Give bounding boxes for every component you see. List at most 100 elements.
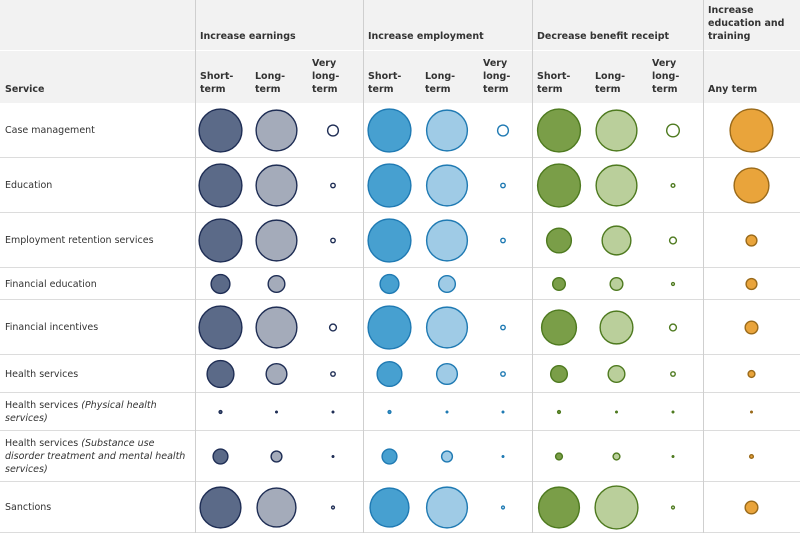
bubble bbox=[255, 109, 298, 152]
bubble bbox=[367, 108, 412, 153]
row-line bbox=[0, 157, 800, 158]
bubble bbox=[369, 487, 410, 528]
bubble bbox=[551, 276, 567, 292]
column-divider bbox=[703, 0, 704, 533]
bubble bbox=[331, 410, 335, 414]
service: Financial education bbox=[5, 278, 97, 290]
bubble bbox=[747, 369, 756, 379]
bubble bbox=[199, 486, 242, 529]
bubble bbox=[609, 276, 624, 292]
bubble bbox=[381, 448, 398, 465]
service: Health services bbox=[5, 438, 79, 449]
bubble bbox=[328, 323, 338, 332]
bubble bbox=[545, 227, 573, 254]
bubble bbox=[326, 124, 340, 137]
bubble bbox=[612, 452, 621, 461]
bubble bbox=[218, 409, 223, 415]
bubble bbox=[198, 305, 243, 350]
bubble bbox=[745, 234, 758, 247]
column-header: Long-term bbox=[250, 51, 307, 103]
bubble bbox=[500, 371, 506, 377]
bubble bbox=[729, 108, 774, 153]
service-name: Education bbox=[5, 179, 52, 192]
bubble bbox=[670, 281, 676, 287]
column-header: Very long-term bbox=[647, 51, 703, 103]
column-header: Long-term bbox=[420, 51, 478, 103]
bubble bbox=[536, 108, 582, 153]
service-label: Sanctions bbox=[0, 482, 195, 533]
bubble bbox=[265, 362, 288, 386]
bubble bbox=[270, 450, 283, 463]
bubble bbox=[255, 219, 298, 262]
row-line bbox=[0, 481, 800, 482]
column-divider bbox=[195, 0, 196, 533]
bubble bbox=[594, 485, 639, 530]
bubble bbox=[330, 182, 336, 189]
service-name: Sanctions bbox=[5, 501, 51, 514]
service-name: Health services bbox=[5, 368, 78, 381]
bubble bbox=[425, 164, 469, 207]
service: Sanctions bbox=[5, 502, 52, 513]
service: Employment retention services bbox=[5, 235, 154, 246]
column-header: Long-term bbox=[590, 51, 647, 103]
bubble bbox=[367, 163, 412, 208]
service-note: (Substance use disorder treatment and me… bbox=[5, 438, 186, 475]
service-label: Financial incentives bbox=[0, 300, 195, 355]
bubble bbox=[376, 360, 403, 388]
bubble bbox=[330, 237, 336, 244]
column-header: Short-term bbox=[363, 51, 420, 103]
bubble bbox=[496, 124, 510, 137]
service-name: Case management bbox=[5, 124, 95, 137]
bubble bbox=[614, 410, 619, 414]
bubble bbox=[671, 410, 675, 414]
bubble bbox=[330, 505, 336, 510]
service-name: Financial incentives bbox=[5, 321, 98, 334]
service: Health services bbox=[5, 368, 79, 380]
bubble bbox=[665, 123, 681, 138]
bubble bbox=[607, 364, 626, 384]
bubble bbox=[387, 409, 392, 415]
bubble bbox=[367, 218, 412, 263]
service-label: Health services (Substance use disorder … bbox=[0, 431, 195, 482]
row-line bbox=[0, 354, 800, 355]
service-name: Financial education bbox=[5, 278, 97, 291]
bubble bbox=[500, 324, 506, 331]
column-header: Very long-term bbox=[307, 51, 363, 103]
bubble bbox=[210, 273, 231, 295]
bubble bbox=[744, 500, 759, 515]
service-name: Employment retention services bbox=[5, 234, 154, 247]
bubble bbox=[595, 164, 638, 207]
bubble bbox=[206, 359, 235, 389]
bubble bbox=[599, 310, 634, 345]
bubble bbox=[744, 320, 759, 335]
bubble bbox=[501, 454, 505, 459]
bubble bbox=[749, 410, 754, 414]
row-line bbox=[0, 430, 800, 431]
bubble bbox=[379, 273, 400, 295]
bubble bbox=[425, 306, 469, 349]
service-label: Case management bbox=[0, 103, 195, 158]
group-header: Increase earnings bbox=[195, 0, 363, 50]
bubble bbox=[536, 163, 582, 208]
bubble bbox=[256, 487, 297, 528]
service: Financial incentives bbox=[5, 322, 99, 333]
service-label: Education bbox=[0, 158, 195, 213]
row-line bbox=[0, 212, 800, 213]
group-header: Increase education and training bbox=[703, 0, 800, 50]
bubble bbox=[595, 109, 638, 152]
bubble bbox=[425, 219, 469, 262]
service: Education bbox=[5, 180, 53, 191]
bubble bbox=[425, 109, 469, 152]
column-header: Service bbox=[0, 51, 195, 103]
row-line bbox=[0, 267, 800, 268]
bubble bbox=[670, 182, 676, 189]
column-divider bbox=[532, 0, 533, 533]
bubble bbox=[671, 454, 675, 459]
bubble bbox=[556, 409, 562, 415]
bubble bbox=[435, 362, 459, 386]
group-header: Increase employment bbox=[363, 0, 532, 50]
bubble bbox=[367, 305, 412, 350]
bubble bbox=[437, 274, 457, 294]
